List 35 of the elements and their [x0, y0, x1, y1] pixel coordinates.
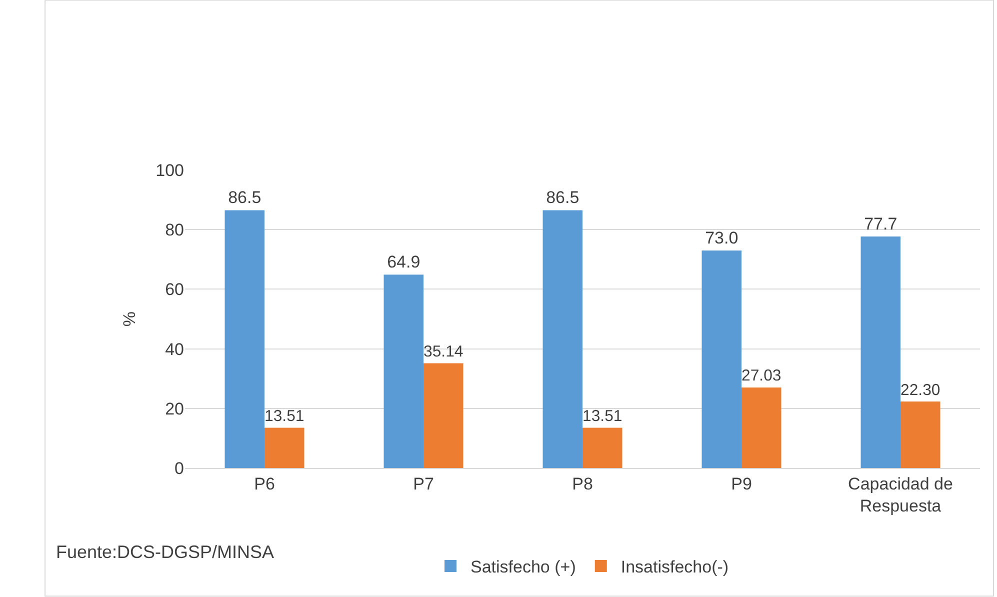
bar	[384, 274, 424, 468]
x-tick-label: P6	[254, 474, 275, 494]
y-tick-label: 80	[165, 220, 184, 240]
y-tick-label: 60	[165, 280, 184, 300]
data-label: 13.51	[264, 408, 304, 426]
bar	[424, 363, 464, 468]
x-tick-label: P8	[572, 474, 593, 494]
bar	[224, 210, 264, 468]
x-tick-label: P9	[731, 474, 752, 494]
y-axis-title: %	[120, 311, 140, 327]
source-note: Fuente:DCS-DGSP/MINSA	[56, 542, 274, 562]
y-tick-label: 0	[174, 458, 184, 478]
data-label: 22.30	[900, 382, 940, 399]
data-label: 27.03	[742, 368, 782, 385]
legend-label: Satisfecho (+)	[470, 558, 576, 577]
bar	[900, 402, 940, 468]
data-label: 86.5	[546, 188, 580, 208]
bar	[264, 428, 304, 468]
data-label: 64.9	[387, 252, 420, 272]
data-label: 35.14	[424, 344, 464, 361]
bar	[702, 250, 742, 468]
bar	[582, 428, 622, 468]
y-tick-label: 40	[165, 340, 184, 359]
data-label: 86.5	[228, 188, 262, 208]
y-tick-label: 100	[156, 160, 184, 180]
x-tick-label: P7	[413, 474, 434, 494]
data-label: 13.51	[582, 408, 622, 426]
legend-label: Insatisfecho(-)	[620, 558, 729, 577]
x-tick-label: Capacidad de Respuesta	[848, 474, 953, 516]
data-label: 73.0	[705, 228, 738, 248]
y-tick-label: 20	[165, 399, 184, 418]
bar	[742, 387, 782, 468]
bar	[542, 210, 582, 468]
bar	[860, 236, 900, 468]
data-label: 77.7	[864, 214, 898, 234]
